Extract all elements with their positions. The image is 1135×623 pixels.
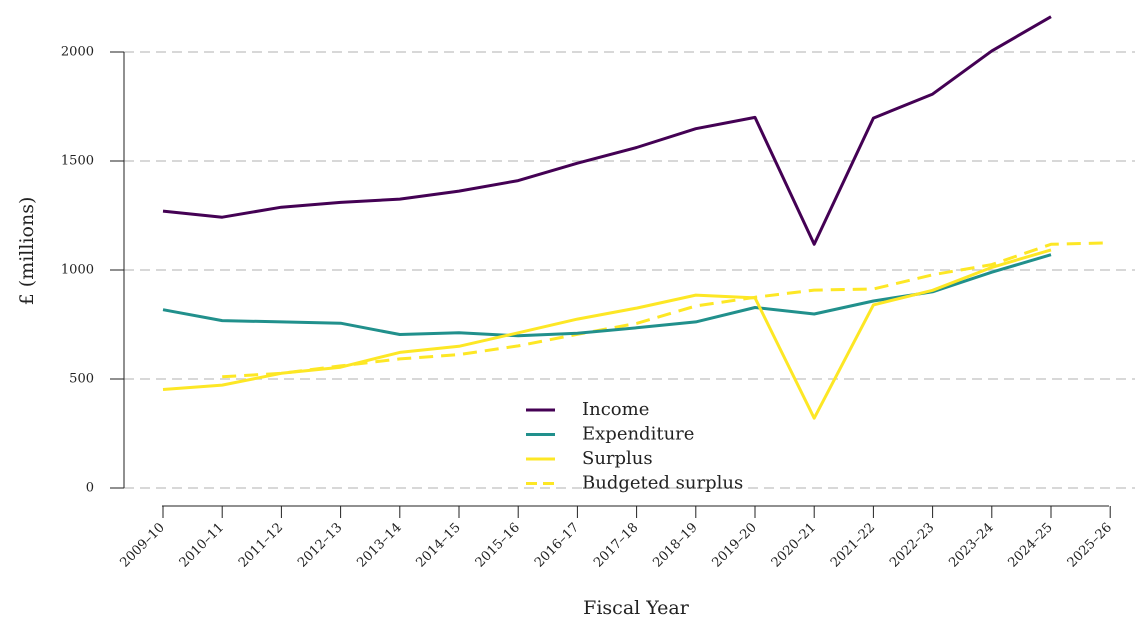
legend: Income Expenditure Surplus Budgeted surplus: [526, 399, 743, 494]
legend-label: Expenditure: [582, 424, 694, 445]
x-tick-label: 2009–10: [118, 520, 168, 570]
x-tick-label: 2019–20: [710, 520, 760, 570]
x-tick-label: 2018–19: [650, 520, 700, 570]
x-tick-label: 2012–13: [295, 520, 345, 570]
series-line-surplus: [162, 248, 1052, 420]
series-line-budgeted-surplus: [222, 241, 1111, 379]
series-line-income: [162, 15, 1052, 246]
y-tick-label: 1500: [61, 154, 94, 169]
x-tick-label: 2014–15: [414, 520, 464, 570]
legend-label: Income: [582, 399, 649, 420]
x-tick-label: 2011–12: [236, 520, 286, 570]
y-tick-label: 1000: [61, 263, 94, 278]
x-tick-label: 2021–22: [828, 520, 878, 570]
y-axis: 0 500 1000 1500 2000: [61, 45, 125, 496]
x-tick-label: 2017–18: [591, 520, 641, 570]
x-tick-label: 2015–16: [473, 520, 523, 570]
x-tick-label: 2013–14: [354, 520, 404, 570]
x-tick-label: 2020–21: [769, 520, 819, 570]
x-axis-title: Fiscal Year: [583, 597, 690, 619]
y-tick-label: 0: [86, 481, 94, 496]
grid-lines: [124, 51, 1135, 489]
y-axis-title: £ (millions): [16, 197, 38, 306]
y-tick-label: 2000: [61, 45, 94, 60]
x-tick-label: 2025–26: [1065, 520, 1115, 570]
x-axis: 2009–10 2010–11 2011–12 2012–13 2013–14 2014–…: [118, 505, 1115, 571]
legend-label: Budgeted surplus: [582, 473, 743, 494]
x-tick-label: 2016–17: [532, 520, 582, 570]
legend-label: Surplus: [582, 448, 653, 469]
x-tick-label: 2022–23: [887, 520, 937, 570]
x-tick-label: 2023–24: [946, 520, 996, 570]
x-tick-label: 2010–11: [177, 520, 227, 570]
x-tick-label: 2024–25: [1006, 520, 1056, 570]
y-tick-label: 500: [69, 372, 94, 387]
series-layer: [162, 15, 1111, 420]
